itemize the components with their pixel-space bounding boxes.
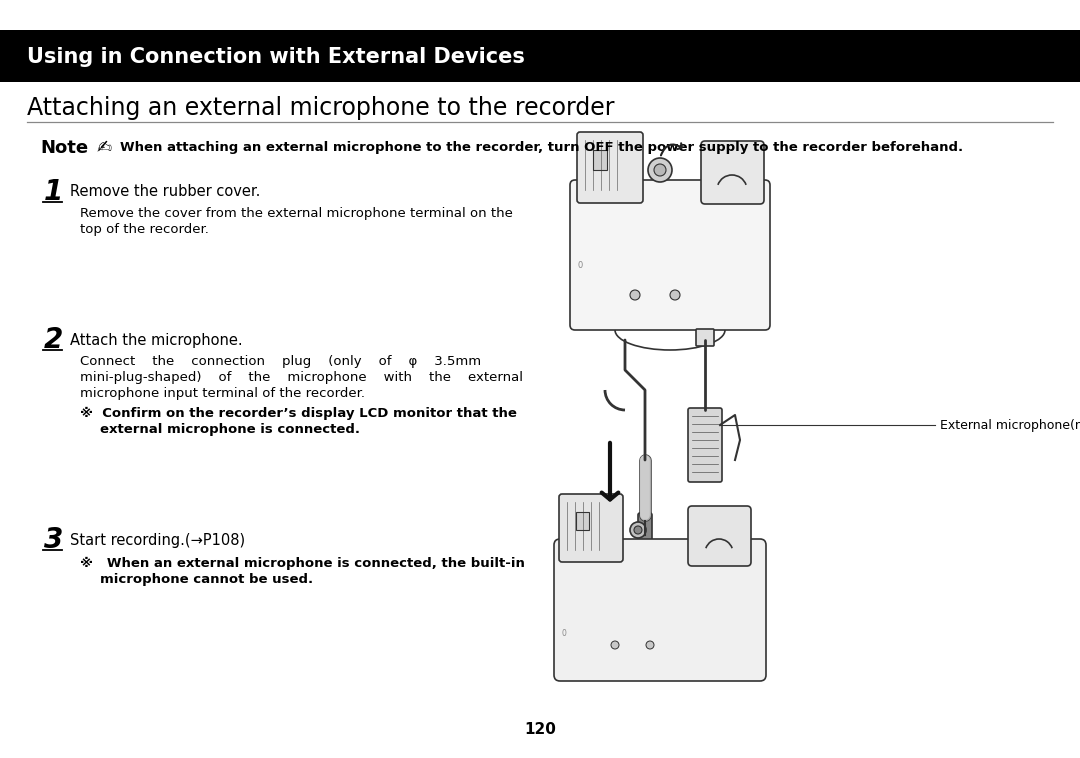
Text: ✍: ✍ <box>97 138 112 156</box>
FancyBboxPatch shape <box>688 506 751 566</box>
FancyBboxPatch shape <box>577 132 643 203</box>
Text: microphone input terminal of the recorder.: microphone input terminal of the recorde… <box>80 387 365 400</box>
Text: ※   When an external microphone is connected, the built-in: ※ When an external microphone is connect… <box>80 556 525 569</box>
Circle shape <box>630 522 646 538</box>
Text: 0: 0 <box>577 261 582 270</box>
FancyBboxPatch shape <box>701 141 764 204</box>
Text: 120: 120 <box>524 722 556 738</box>
Text: Start recording.(→P108): Start recording.(→P108) <box>70 533 245 547</box>
Text: 2: 2 <box>44 326 64 354</box>
FancyBboxPatch shape <box>593 150 607 170</box>
Text: Remove the cover from the external microphone terminal on the: Remove the cover from the external micro… <box>80 206 513 220</box>
Circle shape <box>611 641 619 649</box>
Text: Attach the microphone.: Attach the microphone. <box>70 333 243 347</box>
Text: 1: 1 <box>44 178 64 206</box>
Text: Using in Connection with External Devices: Using in Connection with External Device… <box>27 47 525 67</box>
FancyBboxPatch shape <box>570 180 770 330</box>
Bar <box>0 30 1080 82</box>
FancyBboxPatch shape <box>554 539 766 681</box>
Text: Note: Note <box>40 139 89 157</box>
FancyBboxPatch shape <box>559 494 623 562</box>
Text: external microphone is connected.: external microphone is connected. <box>100 422 360 436</box>
FancyBboxPatch shape <box>638 513 652 542</box>
Circle shape <box>654 164 666 176</box>
Text: top of the recorder.: top of the recorder. <box>80 223 208 236</box>
Circle shape <box>630 290 640 300</box>
FancyBboxPatch shape <box>688 408 723 482</box>
Circle shape <box>648 158 672 182</box>
Circle shape <box>670 290 680 300</box>
Text: ※  Confirm on the recorder’s display LCD monitor that the: ※ Confirm on the recorder’s display LCD … <box>80 406 517 420</box>
FancyBboxPatch shape <box>696 329 714 346</box>
Text: 3: 3 <box>44 526 64 554</box>
Text: 0: 0 <box>562 628 567 637</box>
Text: Remove the rubber cover.: Remove the rubber cover. <box>70 184 260 199</box>
Text: Connect    the    connection    plug    (only    of    φ    3.5mm: Connect the connection plug (only of φ 3… <box>80 356 481 368</box>
Text: mini-plug-shaped)    of    the    microphone    with    the    external: mini-plug-shaped) of the microphone with… <box>80 371 523 384</box>
FancyBboxPatch shape <box>576 512 589 530</box>
Text: External microphone(not included): External microphone(not included) <box>940 418 1080 431</box>
Circle shape <box>646 641 654 649</box>
Circle shape <box>634 526 642 534</box>
Text: microphone cannot be used.: microphone cannot be used. <box>100 572 313 585</box>
Text: Attaching an external microphone to the recorder: Attaching an external microphone to the … <box>27 96 615 120</box>
Text: When attaching an external microphone to the recorder, turn OFF the power supply: When attaching an external microphone to… <box>120 142 963 155</box>
